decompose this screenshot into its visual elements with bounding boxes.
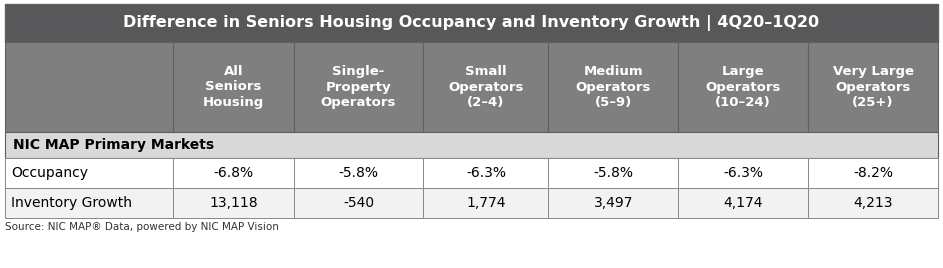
Text: Single-
Property
Operators: Single- Property Operators bbox=[321, 65, 396, 109]
Bar bbox=[423, 158, 549, 188]
Text: All
Seniors
Housing: All Seniors Housing bbox=[203, 65, 264, 109]
Text: -6.3%: -6.3% bbox=[466, 166, 506, 180]
Bar bbox=[293, 188, 423, 218]
Text: -6.8%: -6.8% bbox=[213, 166, 254, 180]
Bar bbox=[5, 188, 174, 218]
Bar bbox=[293, 42, 423, 132]
Text: 4,213: 4,213 bbox=[853, 196, 893, 210]
Text: -5.8%: -5.8% bbox=[339, 166, 378, 180]
Bar bbox=[678, 158, 808, 188]
Bar bbox=[5, 42, 174, 132]
Text: -6.3%: -6.3% bbox=[723, 166, 763, 180]
Bar bbox=[293, 158, 423, 188]
Text: 1,774: 1,774 bbox=[466, 196, 505, 210]
Bar bbox=[549, 188, 678, 218]
Text: Occupancy: Occupancy bbox=[11, 166, 88, 180]
Bar bbox=[5, 4, 938, 42]
Text: -8.2%: -8.2% bbox=[853, 166, 893, 180]
Text: 3,497: 3,497 bbox=[594, 196, 633, 210]
Text: Source: NIC MAP® Data, powered by NIC MAP Vision: Source: NIC MAP® Data, powered by NIC MA… bbox=[5, 222, 279, 232]
Bar bbox=[808, 158, 938, 188]
Bar bbox=[549, 158, 678, 188]
Text: Small
Operators
(2–4): Small Operators (2–4) bbox=[448, 65, 523, 109]
Bar bbox=[423, 42, 549, 132]
Text: 13,118: 13,118 bbox=[209, 196, 257, 210]
Text: Difference in Seniors Housing Occupancy and Inventory Growth | 4Q20–1Q20: Difference in Seniors Housing Occupancy … bbox=[124, 15, 819, 31]
Bar bbox=[808, 188, 938, 218]
Bar bbox=[5, 132, 938, 158]
Bar bbox=[678, 42, 808, 132]
Bar bbox=[174, 158, 293, 188]
Bar bbox=[549, 42, 678, 132]
Text: NIC MAP Primary Markets: NIC MAP Primary Markets bbox=[13, 138, 214, 152]
Text: -540: -540 bbox=[343, 196, 374, 210]
Bar bbox=[423, 188, 549, 218]
Text: Medium
Operators
(5–9): Medium Operators (5–9) bbox=[575, 65, 651, 109]
Text: 4,174: 4,174 bbox=[723, 196, 763, 210]
Text: Inventory Growth: Inventory Growth bbox=[11, 196, 132, 210]
Bar bbox=[678, 188, 808, 218]
Bar bbox=[5, 158, 174, 188]
Text: -5.8%: -5.8% bbox=[593, 166, 634, 180]
Text: Very Large
Operators
(25+): Very Large Operators (25+) bbox=[833, 65, 914, 109]
Bar bbox=[174, 188, 293, 218]
Bar bbox=[174, 42, 293, 132]
Text: Large
Operators
(10–24): Large Operators (10–24) bbox=[705, 65, 781, 109]
Bar bbox=[808, 42, 938, 132]
